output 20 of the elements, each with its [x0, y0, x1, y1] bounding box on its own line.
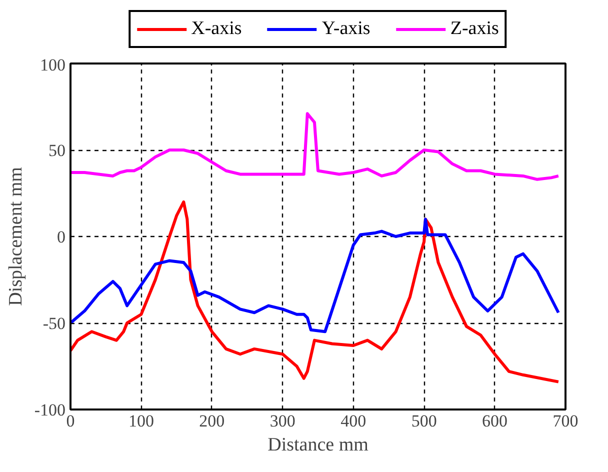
x-tick-label: 400: [340, 412, 366, 430]
x-tick-label: 700: [552, 412, 578, 430]
legend-label: Y-axis: [322, 18, 370, 40]
y-axis-title: Displacement mm: [5, 166, 26, 306]
x-tick-label: 300: [270, 412, 296, 430]
x-axis-title: Distance mm: [268, 434, 369, 456]
y-tick-label: 50: [48, 141, 66, 160]
legend-label: Z-axis: [450, 18, 499, 40]
y-tick-label: -50: [42, 314, 66, 333]
x-tick-label: 600: [482, 412, 508, 430]
y-tick-label: 0: [57, 228, 66, 246]
line-series: [70, 218, 560, 334]
y-tick-label: 100: [40, 56, 66, 74]
x-tick-label: 200: [199, 412, 225, 430]
y-tick-label: -100: [34, 400, 66, 420]
line-series: [70, 200, 560, 384]
x-tick-label: 500: [411, 412, 437, 430]
line-series: [70, 112, 560, 181]
x-tick-label: 100: [128, 412, 154, 430]
legend-label: X-axis: [191, 18, 242, 40]
